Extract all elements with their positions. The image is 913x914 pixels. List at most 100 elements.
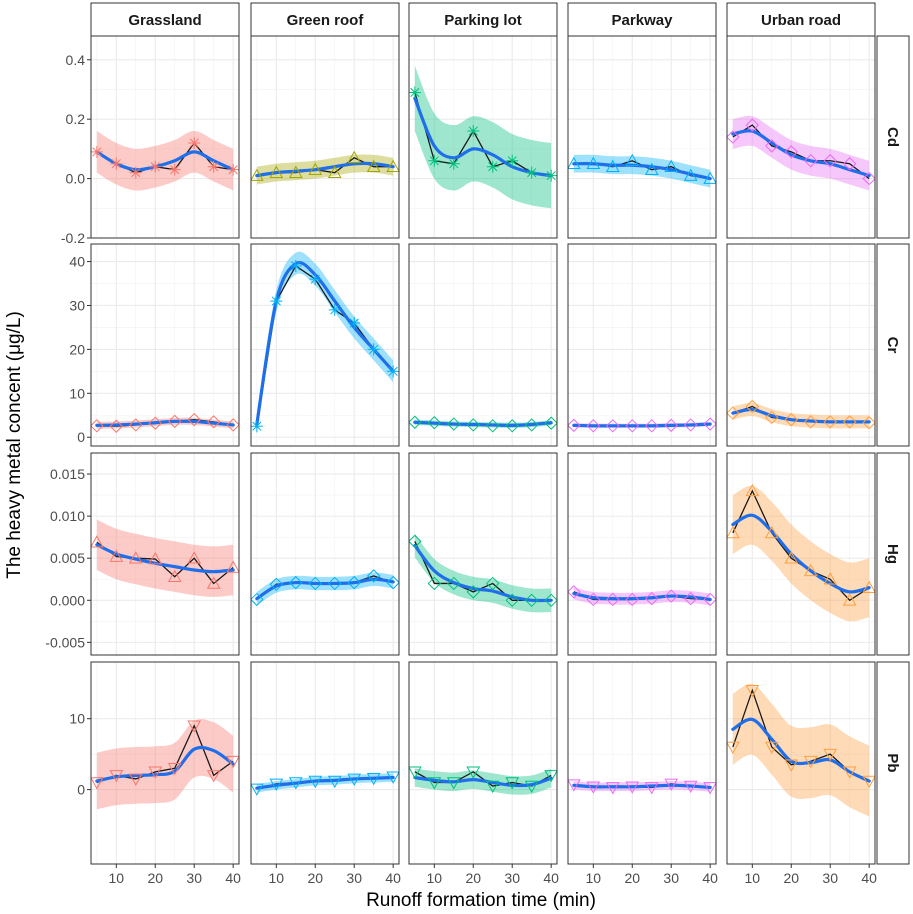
x-tick-label: 10: [745, 870, 761, 886]
y-tick-label: 0: [77, 429, 85, 445]
data-point: [683, 168, 698, 181]
data-point: [366, 772, 381, 786]
data-point: [524, 418, 539, 432]
panel-background: [568, 244, 716, 446]
x-tick-label: 40: [861, 870, 877, 886]
data-point: [842, 415, 857, 429]
strip-label-parking-lot: Parking lot: [444, 12, 522, 29]
panel-border: [726, 452, 876, 656]
data-point: [568, 418, 581, 433]
panel-border: [90, 243, 240, 447]
data-point: [703, 417, 716, 431]
panel-border: [408, 243, 558, 447]
panel-background: [568, 36, 716, 238]
panel-border: [567, 35, 717, 239]
x-tick-label: 10: [427, 870, 443, 886]
data-point: [486, 419, 500, 433]
data-point: [525, 166, 538, 179]
data-point: [327, 775, 342, 789]
data-point: [606, 419, 620, 433]
data-point: [803, 563, 818, 577]
data-point: [804, 154, 818, 168]
x-tick-label: 40: [543, 870, 559, 886]
data-point: [148, 766, 163, 779]
strip-bg-parking-lot: [408, 2, 558, 37]
data-point: [109, 770, 124, 783]
data-point: [308, 775, 323, 789]
confidence-band: [96, 719, 234, 810]
data-point: [427, 777, 442, 790]
data-point: [289, 259, 302, 272]
data-point: [727, 741, 740, 755]
data-point: [784, 759, 799, 772]
data-point: [823, 154, 837, 168]
data-point: [703, 782, 716, 795]
y-tick-label: 0.010: [50, 508, 85, 524]
panel-background: [251, 36, 399, 238]
smooth-line: [95, 543, 235, 574]
data-point: [328, 303, 341, 316]
panel-hg-urban-road: [726, 452, 876, 656]
data-point: [506, 154, 519, 167]
data-point: [91, 419, 104, 433]
data-point: [765, 139, 779, 153]
data-point: [226, 560, 239, 573]
data-point: [605, 782, 620, 795]
confidence-band: [414, 533, 552, 613]
data-point: [467, 125, 480, 138]
data-point: [427, 416, 442, 430]
data-point: [466, 766, 481, 779]
data-point: [288, 777, 303, 790]
data-point: [206, 770, 221, 783]
panel-background: [727, 36, 875, 238]
panel-cr-grassland: [90, 243, 240, 447]
data-point: [308, 162, 323, 175]
confidence-band: [732, 683, 870, 817]
y-tick-label: 0.015: [50, 466, 85, 482]
data-point: [745, 483, 760, 497]
strip-bg-cr: [876, 243, 910, 447]
data-point: [544, 593, 557, 607]
confidence-band: [96, 131, 234, 191]
data-point: [367, 343, 380, 356]
panel-border: [726, 243, 876, 447]
strip-label-urban-road: Urban road: [761, 12, 841, 29]
data-point: [168, 163, 181, 176]
data-point: [327, 165, 342, 178]
panel-pb-green-roof: [250, 661, 400, 865]
y-tick-label: 10: [69, 385, 85, 401]
smooth-line: [731, 717, 871, 783]
row-strips: Cd Cr Hg Pb: [876, 35, 910, 865]
data-point: [149, 160, 162, 173]
strip-label-green-roof: Green roof: [287, 12, 365, 29]
data-point: [862, 171, 875, 186]
data-point: [842, 593, 857, 606]
data-point: [288, 165, 303, 178]
data-point: [110, 157, 123, 170]
data-point: [764, 525, 779, 539]
data-point: [683, 418, 698, 432]
x-tick-label: 40: [385, 870, 401, 886]
panel-background: [568, 453, 716, 655]
panel-pb-urban-road: [726, 661, 876, 865]
data-point: [309, 273, 322, 286]
panel-cd-parkway: [567, 35, 717, 239]
data-point: [703, 171, 716, 184]
data-point: [568, 156, 581, 170]
data-point: [765, 410, 779, 425]
smooth-line: [731, 407, 871, 424]
data-point: [823, 572, 838, 585]
x-axis-title: Runoff formation time (min): [366, 890, 596, 911]
y-tick-label: 0.2: [66, 111, 86, 127]
y-axis-title: The heavy metal concent (μg/L): [4, 311, 25, 579]
panel-hg-parkway: [567, 452, 717, 656]
data-point: [387, 365, 399, 378]
smooth-line: [413, 543, 553, 603]
panel-grid: [90, 35, 876, 865]
panel-pb-parkway: [567, 661, 717, 865]
panel-border: [567, 661, 717, 865]
data-point: [386, 575, 399, 590]
confidence-band: [96, 519, 234, 597]
data-point: [328, 576, 342, 591]
